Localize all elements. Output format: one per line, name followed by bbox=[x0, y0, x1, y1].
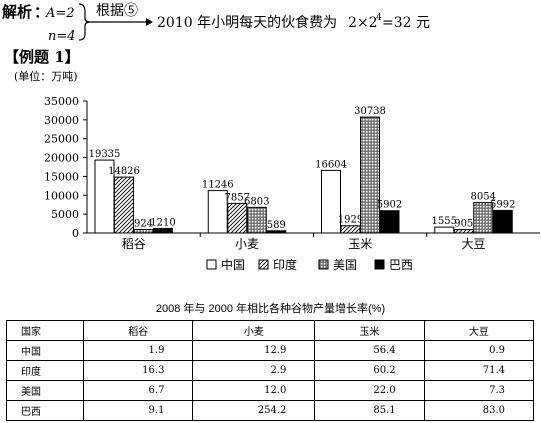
legend-label: 印度 bbox=[273, 257, 297, 272]
condition-n: n=4 bbox=[48, 29, 76, 44]
table-title: 2008 年与 2000 年相比各种谷物产量增长率(%) bbox=[155, 303, 386, 315]
data-label: 6803 bbox=[244, 196, 269, 207]
row-country: 印度 bbox=[5, 360, 85, 381]
cell-rice: 9.1 bbox=[83, 400, 194, 421]
legend-label: 中国 bbox=[221, 257, 245, 272]
data-label: 16604 bbox=[315, 159, 347, 170]
cell-wheat: 12.0 bbox=[192, 380, 316, 401]
analysis-label: 解析 bbox=[2, 3, 32, 21]
legend-swatch bbox=[318, 259, 329, 270]
cell-wheat: 2.9 bbox=[192, 360, 316, 381]
cell-rice: 1.9 bbox=[83, 340, 194, 361]
data-label: 1929 bbox=[338, 215, 363, 226]
bar bbox=[153, 227, 173, 234]
row-country: 巴西 bbox=[5, 400, 85, 421]
arrow-head-icon bbox=[146, 18, 153, 26]
cell-soybean: 0.9 bbox=[423, 340, 535, 361]
grain-production-chart: (单位：万吨) 0 5000 10000 15000 20000 25000 30000 35… bbox=[14, 69, 540, 272]
example-title: 【例题 1】 bbox=[4, 48, 80, 66]
bar bbox=[492, 209, 513, 234]
data-label: 5902 bbox=[377, 200, 402, 211]
condition-a: A=2 bbox=[45, 6, 75, 21]
cell-corn: 56.4 bbox=[314, 340, 425, 361]
cell-soybean: 7.3 bbox=[423, 380, 535, 401]
table-row: 印度 16.3 2.9 60.2 71.4 bbox=[5, 360, 535, 381]
y-tick-label: 0 bbox=[72, 227, 79, 240]
result-text: 2010 年小明每天的伙食费为 bbox=[157, 14, 337, 31]
bar bbox=[360, 116, 380, 234]
y-tick-label: 5000 bbox=[51, 208, 79, 221]
cell-rice: 6.7 bbox=[83, 380, 194, 401]
row-country: 美国 bbox=[5, 380, 85, 401]
x-tick-label: 玉米 bbox=[348, 237, 372, 251]
header-wheat: 小麦 bbox=[192, 320, 316, 341]
cell-corn: 85.1 bbox=[314, 400, 425, 421]
header-soybean: 大豆 bbox=[423, 320, 535, 341]
bar bbox=[434, 226, 455, 234]
legend-label: 美国 bbox=[333, 258, 357, 272]
y-tick-label: 15000 bbox=[44, 170, 79, 183]
y-tick-label: 20000 bbox=[44, 152, 79, 165]
analysis-colon: ： bbox=[34, 3, 49, 21]
analysis-header: 解析 ： A=2 n=4 根据⑤ 2010 年小明每天的伙食费为 2×2 4 =… bbox=[2, 3, 430, 44]
x-tick-label: 稻谷 bbox=[122, 237, 146, 251]
bar bbox=[266, 230, 287, 234]
unit-label: (单位：万吨) bbox=[14, 69, 78, 83]
bar bbox=[114, 176, 134, 234]
legend-swatch bbox=[258, 259, 269, 270]
result-formula-tail: =32 元 bbox=[382, 15, 430, 31]
x-tick-label: 大豆 bbox=[461, 237, 485, 251]
legend-swatch bbox=[374, 259, 385, 270]
growth-rate-table: 国家 稻谷 小麦 玉米 大豆 中国 1.9 12.9 56.4 0.9 印度 1… bbox=[5, 320, 535, 421]
y-tick-label: 30000 bbox=[44, 114, 79, 127]
bar bbox=[227, 202, 248, 234]
data-label: 8054 bbox=[471, 192, 496, 203]
cell-corn: 22.0 bbox=[314, 380, 425, 401]
table-row: 美国 6.7 12.0 22.0 7.3 bbox=[5, 380, 535, 401]
rule-label: 根据⑤ bbox=[96, 3, 138, 19]
y-tick-label: 10000 bbox=[44, 189, 79, 202]
result-formula-base: 2×2 bbox=[348, 15, 378, 31]
legend-swatch bbox=[206, 259, 217, 270]
data-label: 7857 bbox=[225, 192, 250, 203]
data-label: 30738 bbox=[354, 106, 386, 117]
data-label: 924 bbox=[134, 219, 153, 230]
cell-soybean: 71.4 bbox=[423, 360, 535, 381]
table-row: 中国 1.9 12.9 56.4 0.9 bbox=[5, 340, 535, 361]
data-label: 905 bbox=[454, 219, 473, 230]
bar bbox=[340, 225, 361, 234]
data-label: 589 bbox=[267, 220, 286, 231]
data-label: 19335 bbox=[89, 149, 121, 160]
bar bbox=[379, 210, 400, 234]
x-tick-label: 小麦 bbox=[235, 237, 259, 251]
data-label: 5992 bbox=[490, 199, 515, 210]
bar bbox=[133, 229, 154, 234]
cell-wheat: 12.9 bbox=[192, 340, 316, 361]
bar bbox=[453, 229, 474, 234]
table-header-row: 国家 稻谷 小麦 玉米 大豆 bbox=[5, 320, 535, 341]
cell-soybean: 83.0 bbox=[423, 400, 535, 421]
header-rice: 稻谷 bbox=[83, 320, 194, 341]
header-corn: 玉米 bbox=[314, 320, 425, 341]
y-tick-label: 25000 bbox=[44, 133, 79, 146]
header-country: 国家 bbox=[5, 320, 85, 341]
data-label: 11246 bbox=[202, 180, 234, 191]
bar bbox=[246, 206, 267, 234]
cell-corn: 60.2 bbox=[314, 360, 425, 381]
row-country: 中国 bbox=[5, 340, 85, 361]
table-row: 巴西 9.1 254.2 85.1 83.0 bbox=[5, 400, 535, 421]
bar bbox=[321, 169, 341, 234]
legend-label: 巴西 bbox=[389, 258, 413, 272]
data-label: 1555 bbox=[432, 216, 457, 227]
brace-icon bbox=[78, 3, 91, 41]
y-tick-label: 35000 bbox=[44, 95, 79, 108]
data-label: 14826 bbox=[108, 166, 140, 177]
cell-wheat: 254.2 bbox=[192, 400, 316, 421]
cell-rice: 16.3 bbox=[83, 360, 194, 381]
data-label: 1210 bbox=[150, 217, 175, 228]
result-formula-exp: 4 bbox=[376, 13, 382, 23]
